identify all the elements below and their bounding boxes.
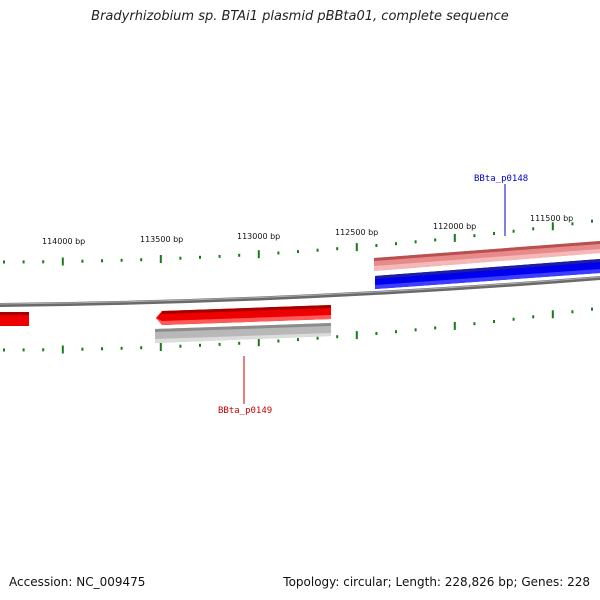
- scale-tick-top: [532, 227, 535, 231]
- scale-tick-top: [297, 250, 299, 254]
- scale-tick-bottom: [120, 346, 123, 350]
- scale-tick-top: [375, 244, 378, 247]
- scale-tick-bottom: [81, 347, 84, 351]
- scale-tick-top: [218, 254, 221, 258]
- scale-tick-top: [179, 256, 182, 260]
- scale-tick-top: [238, 253, 241, 257]
- cds-feature-forward[interactable]: [375, 259, 600, 289]
- tick-label-113500: 113500 bp: [140, 235, 183, 244]
- scale-tick-bottom: [395, 330, 397, 334]
- scale-tick-bottom: [571, 310, 574, 314]
- scale-tick-top: [42, 260, 45, 264]
- scale-tick-top: [159, 255, 162, 263]
- scale-ticks-bottom: [3, 307, 593, 354]
- scale-tick-top: [140, 258, 143, 262]
- tick-label-111500: 111500 bp: [530, 214, 573, 223]
- gene-feature-forward[interactable]: [374, 241, 600, 271]
- scale-tick-bottom: [591, 307, 593, 311]
- scale-ticks-top: [3, 219, 593, 266]
- scale-tick-bottom: [297, 338, 299, 342]
- cds-feature-reverse[interactable]: [156, 305, 331, 325]
- topology-summary: Topology: circular; Length: 228,826 bp; …: [283, 575, 590, 589]
- scale-tick-bottom: [140, 346, 143, 350]
- scale-tick-top: [199, 255, 201, 259]
- scale-tick-top: [512, 229, 515, 233]
- scale-tick-top: [101, 259, 103, 263]
- scale-tick-bottom: [414, 328, 417, 332]
- scale-tick-bottom: [336, 335, 339, 339]
- tick-label-114000: 114000 bp: [42, 237, 85, 246]
- tick-label-113000: 113000 bp: [237, 232, 280, 241]
- scale-tick-bottom: [453, 321, 456, 330]
- scale-tick-top: [414, 240, 417, 244]
- scale-tick-bottom: [238, 341, 241, 345]
- scale-tick-bottom: [473, 322, 476, 326]
- scale-tick-bottom: [61, 345, 64, 354]
- scale-tick-top: [395, 242, 397, 246]
- gene-feature-reverse[interactable]: [155, 323, 331, 343]
- scale-tick-bottom: [159, 343, 162, 351]
- scale-tick-bottom: [199, 343, 201, 347]
- scale-tick-bottom: [257, 338, 260, 347]
- scale-tick-bottom: [277, 339, 280, 343]
- scale-tick-bottom: [42, 348, 45, 352]
- scale-tick-top: [257, 250, 260, 259]
- scale-tick-bottom: [218, 342, 221, 346]
- map-title: Bradyrhizobium sp. BTAi1 plasmid pBBta01…: [91, 9, 509, 24]
- scale-tick-bottom: [22, 348, 25, 352]
- cds-feature-left-fragment[interactable]: [0, 312, 29, 326]
- scale-tick-bottom: [101, 347, 103, 351]
- scale-tick-top: [493, 232, 495, 235]
- scale-tick-bottom: [493, 320, 495, 323]
- scale-tick-top: [551, 222, 554, 231]
- scale-tick-top: [81, 259, 84, 263]
- gene-label-p0149[interactable]: BBta_p0149: [218, 406, 272, 416]
- scale-tick-top: [3, 260, 5, 264]
- scale-tick-bottom: [3, 348, 5, 352]
- gene-label-p0148[interactable]: BBta_p0148: [474, 174, 528, 184]
- scale-tick-top: [473, 234, 476, 238]
- tick-label-112000: 112000 bp: [433, 222, 476, 231]
- scale-tick-top: [61, 257, 64, 266]
- scale-tick-bottom: [179, 344, 182, 348]
- scale-tick-top: [434, 238, 437, 242]
- scale-tick-top: [355, 243, 358, 252]
- scale-tick-bottom: [355, 331, 358, 340]
- scale-tick-top: [120, 258, 123, 262]
- scale-tick-bottom: [551, 310, 554, 319]
- tick-label-112500: 112500 bp: [335, 228, 378, 237]
- scale-tick-bottom: [375, 332, 378, 335]
- scale-tick-top: [591, 219, 593, 223]
- scale-tick-bottom: [512, 317, 515, 321]
- scale-tick-top: [571, 222, 574, 226]
- scale-tick-top: [336, 247, 339, 251]
- scale-tick-top: [316, 248, 319, 252]
- scale-tick-top: [22, 260, 25, 264]
- accession-label: Accession: NC_009475: [9, 575, 146, 589]
- scale-tick-bottom: [532, 315, 535, 319]
- sequence-backbone: [0, 276, 600, 307]
- scale-tick-top: [453, 233, 456, 242]
- scale-tick-bottom: [434, 326, 437, 330]
- scale-tick-top: [277, 251, 280, 255]
- scale-tick-bottom: [316, 336, 319, 340]
